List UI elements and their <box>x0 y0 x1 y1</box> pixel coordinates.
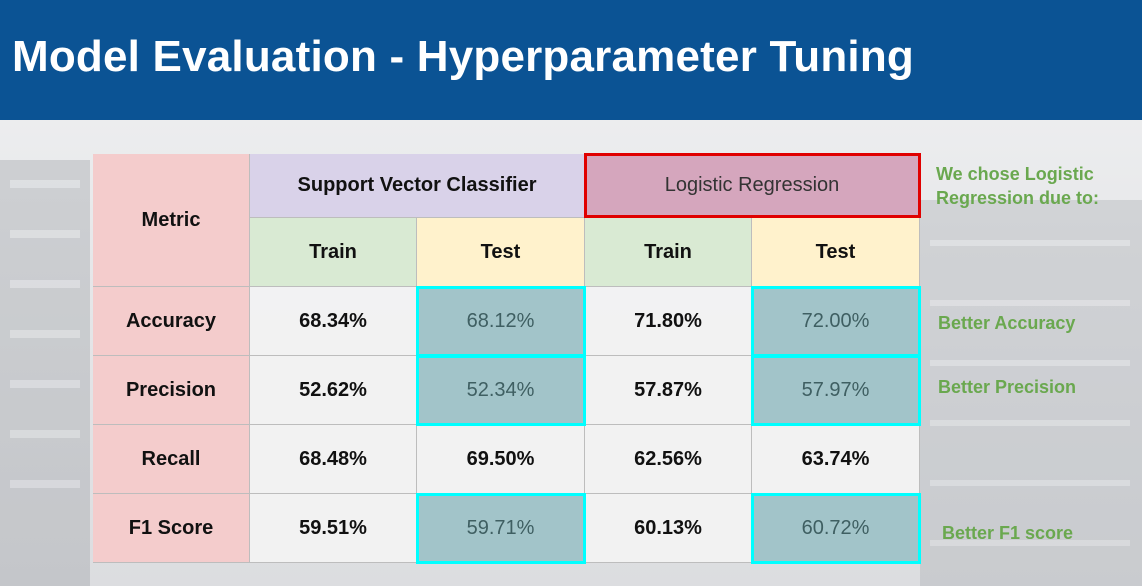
lr-train-precision: 57.87% <box>585 356 752 425</box>
svc-test-precision: 52.34% <box>417 356 585 425</box>
svc-train-header: Train <box>250 218 417 287</box>
reason-accuracy-note: Better Accuracy <box>938 313 1076 333</box>
svc-test-recall: 69.50% <box>417 425 585 494</box>
svc-train-recall: 68.48% <box>250 425 417 494</box>
lr-test-header: Test <box>752 218 920 287</box>
reason-f1-note: Better F1 score <box>942 523 1074 543</box>
slide-header: Model Evaluation - Hyperparameter Tuning <box>0 0 1142 120</box>
metric-header: Metric <box>93 154 250 287</box>
lr-test-f1: 60.72% <box>752 494 920 563</box>
metric-label-accuracy: Accuracy <box>93 287 250 356</box>
svc-test-accuracy: 68.12% <box>417 287 585 356</box>
lr-test-recall: 63.74% <box>752 425 920 494</box>
reason-precision-note: Better Precision <box>938 377 1077 397</box>
reason-intro-note: We chose Logistic Regression due to: <box>936 164 1100 208</box>
metric-label-recall: Recall <box>93 425 250 494</box>
lr-train-accuracy: 71.80% <box>585 287 752 356</box>
lr-test-accuracy: 72.00% <box>752 287 920 356</box>
metric-label-precision: Precision <box>93 356 250 425</box>
slide-title: Model Evaluation - Hyperparameter Tuning <box>12 32 914 81</box>
svc-test-header: Test <box>417 218 585 287</box>
lr-header: Logistic Regression <box>585 154 920 218</box>
lr-test-precision: 57.97% <box>752 356 920 425</box>
metric-label-f1: F1 Score <box>93 494 250 563</box>
svc-train-precision: 52.62% <box>250 356 417 425</box>
svc-test-f1: 59.71% <box>417 494 585 563</box>
lr-train-header: Train <box>585 218 752 287</box>
lr-train-f1: 60.13% <box>585 494 752 563</box>
svc-train-accuracy: 68.34% <box>250 287 417 356</box>
svc-header: Support Vector Classifier <box>250 154 585 218</box>
svc-train-f1: 59.51% <box>250 494 417 563</box>
lr-train-recall: 62.56% <box>585 425 752 494</box>
background-building-image <box>0 160 1142 586</box>
